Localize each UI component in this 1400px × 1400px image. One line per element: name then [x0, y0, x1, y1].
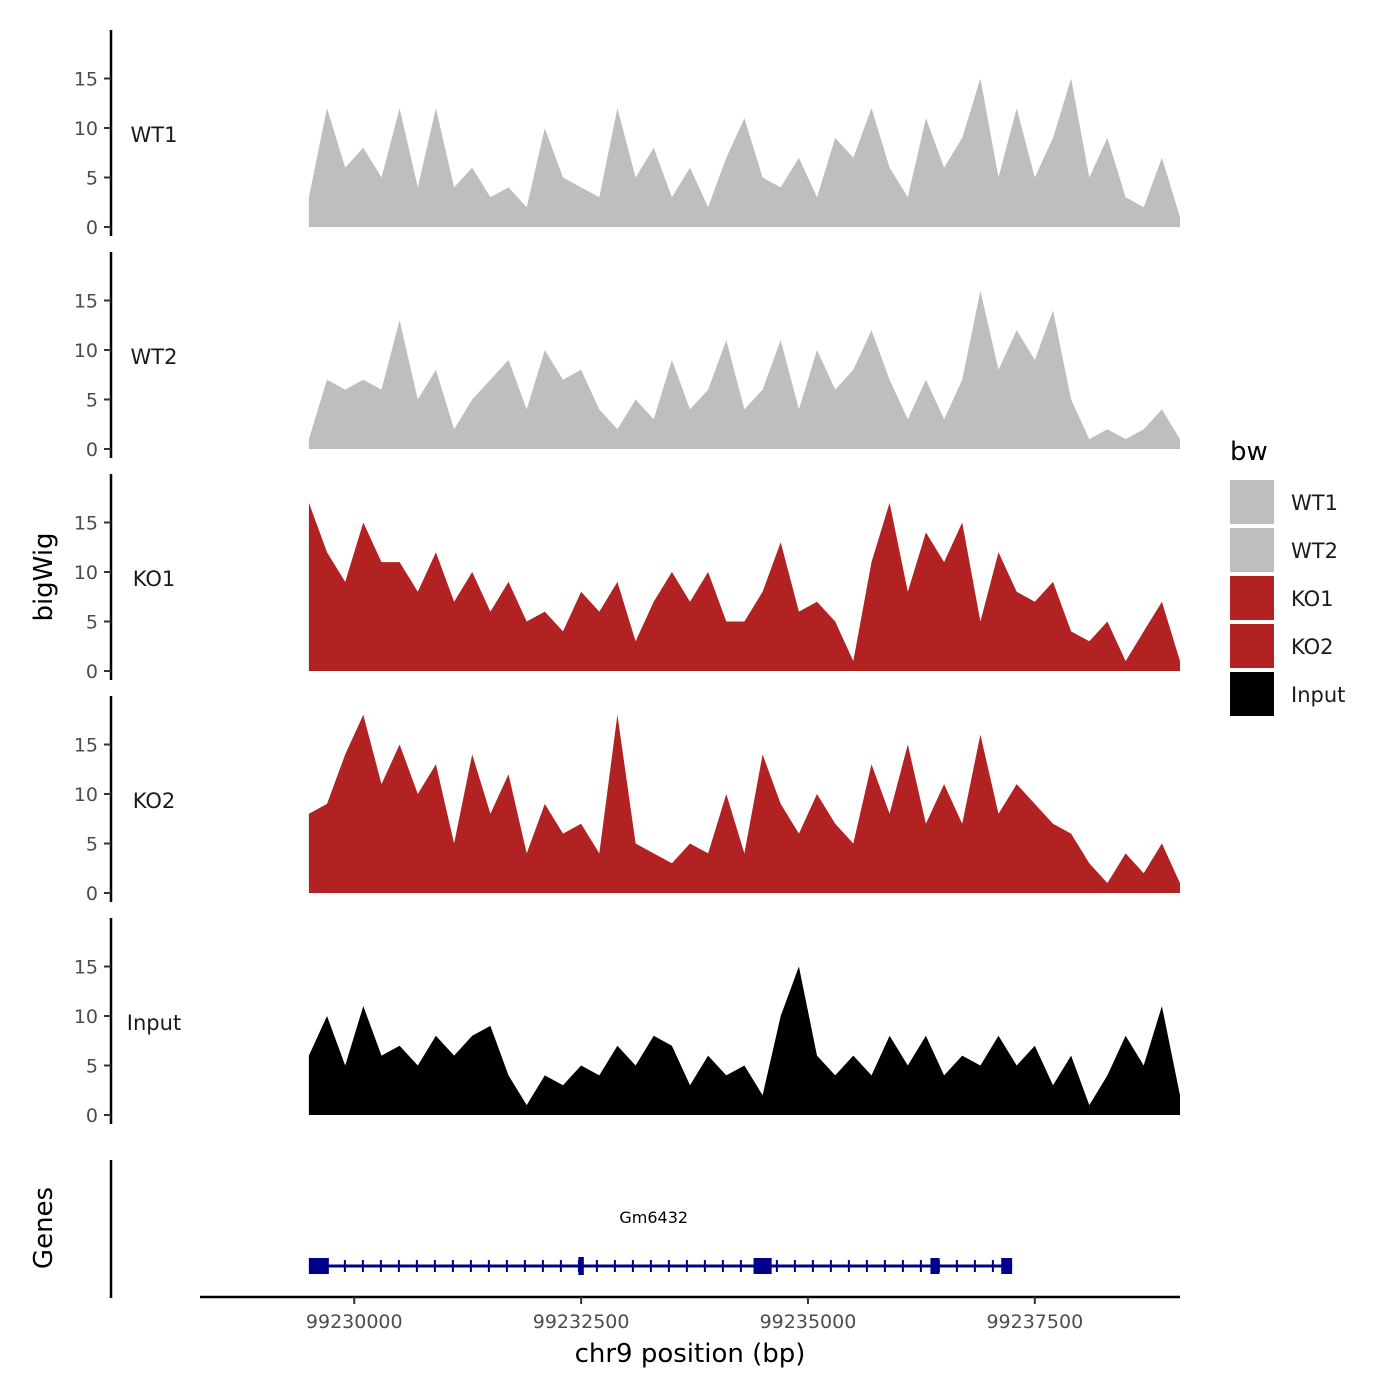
track-wt2: 0 5 10 15 WT2 [74, 252, 1180, 461]
y-tick-label: 0 [86, 439, 98, 461]
track-label: KO2 [133, 789, 176, 813]
legend-title: bw [1230, 437, 1268, 467]
legend-swatch-wt1 [1230, 480, 1274, 524]
x-axis: 99230000 99232500 99235000 99237500 [200, 1295, 1180, 1333]
exon [753, 1258, 772, 1274]
area-input [308, 966, 1180, 1115]
legend-label: Input [1291, 683, 1345, 707]
x-tick-label: 99237500 [986, 1311, 1083, 1333]
y-tick-label: 0 [86, 661, 98, 683]
y-tick-label: 15 [74, 957, 98, 979]
x-tick-label: 99235000 [760, 1311, 857, 1333]
legend-swatch-ko2 [1230, 624, 1274, 668]
exon [578, 1257, 584, 1275]
track-wt1: 0 5 10 15 WT1 [74, 30, 1180, 239]
y-tick-label: 0 [86, 1105, 98, 1127]
y-tick-label: 5 [86, 1056, 98, 1078]
y-tick-label: 15 [74, 513, 98, 535]
y-tick-label: 0 [86, 217, 98, 239]
y-tick-label: 5 [86, 390, 98, 412]
track-label: KO1 [133, 567, 176, 591]
exon [930, 1258, 940, 1274]
y-tick-label: 0 [86, 883, 98, 905]
x-axis-title: chr9 position (bp) [575, 1339, 806, 1369]
track-ko1: 0 5 10 15 KO1 [74, 474, 1180, 683]
area-wt2 [308, 290, 1180, 449]
legend-swatch-wt2 [1230, 528, 1274, 572]
y-tick-label: 15 [74, 291, 98, 313]
legend-swatch-ko1 [1230, 576, 1274, 620]
y-tick-label: 15 [74, 69, 98, 91]
y-tick-label: 5 [86, 612, 98, 634]
y-tick-label: 10 [74, 784, 98, 806]
track-label: WT1 [131, 123, 178, 147]
legend-swatch-input [1230, 672, 1274, 716]
legend-label: WT1 [1291, 491, 1338, 515]
legend-label: KO2 [1291, 635, 1334, 659]
track-ko2: 0 5 10 15 KO2 [74, 696, 1180, 905]
x-tick-label: 99232500 [533, 1311, 630, 1333]
y-tick-label: 5 [86, 834, 98, 856]
track-input: 0 5 10 15 Input [74, 918, 1180, 1127]
signal-panels: 0 5 10 15 WT1 0 5 10 15 WT2 0 5 10 15 KO1 0 5 10 15 KO2 0 5 10… [74, 30, 1180, 1127]
legend-label: WT2 [1291, 539, 1338, 563]
y-tick-label: 15 [74, 735, 98, 757]
y-axis-title: bigWig [29, 532, 59, 621]
y-tick-label: 5 [86, 168, 98, 190]
y-tick-label: 10 [74, 1006, 98, 1028]
exon [308, 1258, 329, 1274]
y-tick-label: 10 [74, 562, 98, 584]
x-tick-label: 99230000 [306, 1311, 403, 1333]
genes-axis-title: Genes [29, 1187, 59, 1269]
area-ko1 [308, 502, 1180, 671]
genes-panel: Gm6432 [109, 1160, 1013, 1298]
track-label: Input [127, 1011, 181, 1035]
legend: bw WT1 WT2 KO1 KO2 Input [1230, 437, 1345, 716]
gene-gm6432: Gm6432 [308, 1208, 1013, 1275]
legend-label: KO1 [1291, 587, 1334, 611]
exon [1001, 1258, 1013, 1274]
gene-label: Gm6432 [619, 1208, 688, 1227]
y-tick-label: 10 [74, 340, 98, 362]
track-label: WT2 [131, 345, 178, 369]
area-wt1 [308, 78, 1180, 227]
y-tick-label: 10 [74, 118, 98, 140]
area-ko2 [308, 714, 1180, 893]
